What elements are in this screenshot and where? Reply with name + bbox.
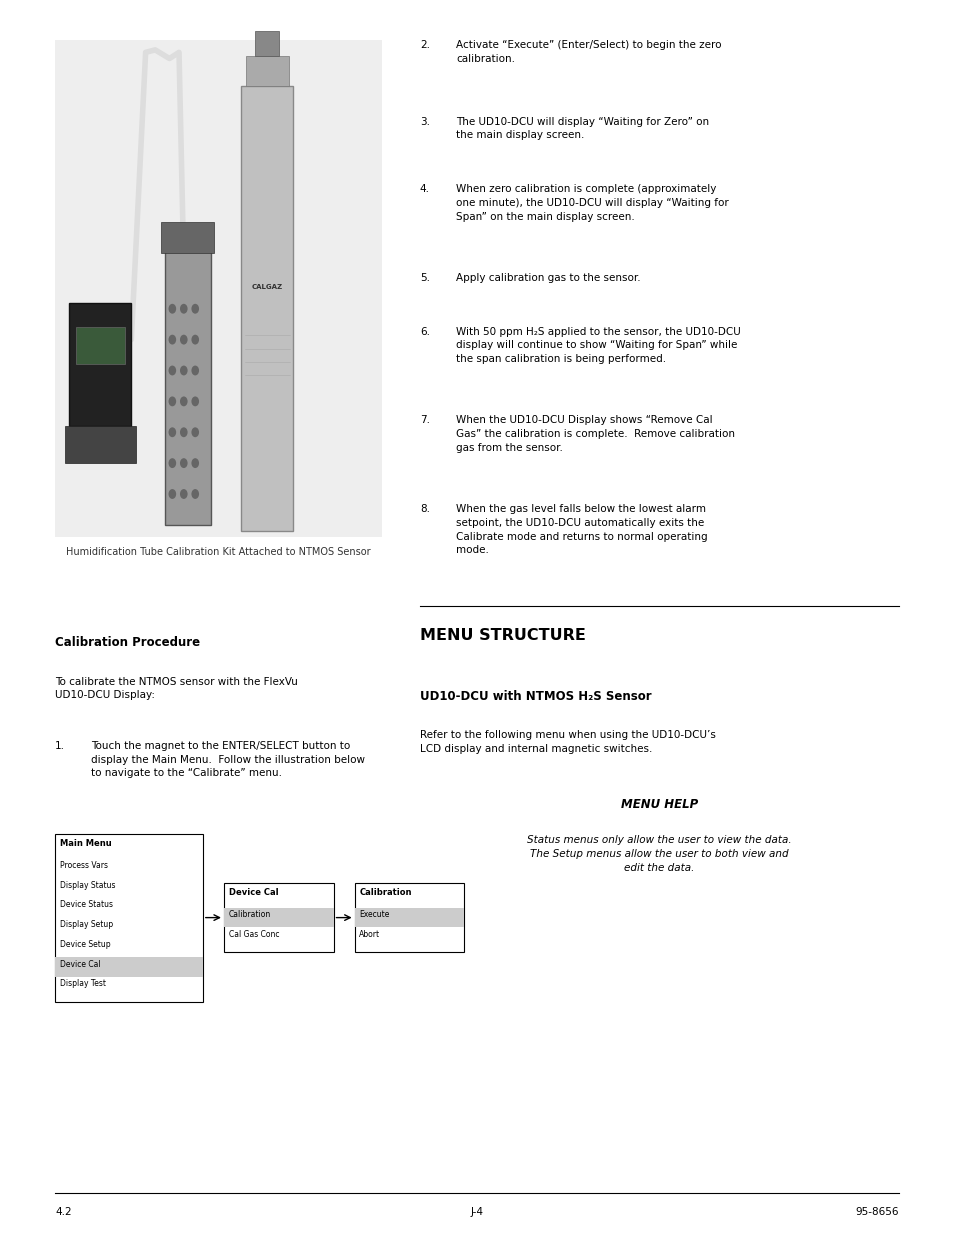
Bar: [165, 241, 211, 525]
Bar: [55, 957, 203, 977]
Circle shape: [180, 458, 188, 468]
Circle shape: [169, 366, 176, 375]
Circle shape: [192, 335, 199, 345]
Bar: [55, 40, 381, 537]
Circle shape: [169, 335, 176, 345]
Circle shape: [192, 396, 199, 406]
Circle shape: [192, 489, 199, 499]
Bar: [355, 908, 464, 927]
Text: Process Vars: Process Vars: [60, 861, 108, 869]
Circle shape: [180, 489, 188, 499]
Bar: [355, 883, 464, 952]
Text: Display Setup: Display Setup: [60, 920, 112, 929]
Text: Activate “Execute” (Enter/Select) to begin the zero
calibration.: Activate “Execute” (Enter/Select) to beg…: [456, 40, 720, 63]
Text: When zero calibration is complete (approximately
one minute), the UD10-DCU will : When zero calibration is complete (appro…: [456, 184, 728, 222]
Text: Device Status: Device Status: [60, 900, 112, 909]
Circle shape: [180, 366, 188, 375]
Bar: [65, 426, 136, 463]
Text: Status menus only allow the user to view the data.
The Setup menus allow the use: Status menus only allow the user to view…: [526, 835, 791, 873]
Bar: [241, 86, 294, 531]
Circle shape: [192, 366, 199, 375]
Circle shape: [180, 304, 188, 314]
Text: MENU STRUCTURE: MENU STRUCTURE: [419, 627, 585, 643]
Text: 2.: 2.: [419, 40, 429, 49]
Text: To calibrate the NTMOS sensor with the FlexVu
UD10-DCU Display:: To calibrate the NTMOS sensor with the F…: [55, 677, 297, 700]
Text: 4.: 4.: [419, 184, 429, 194]
Circle shape: [169, 458, 176, 468]
Text: When the UD10-DCU Display shows “Remove Cal
Gas” the calibration is complete.  R: When the UD10-DCU Display shows “Remove …: [456, 415, 734, 453]
Bar: [161, 222, 214, 253]
Bar: [255, 31, 279, 56]
Text: 4.2: 4.2: [55, 1208, 71, 1218]
Text: CALGAZ: CALGAZ: [252, 284, 283, 289]
Circle shape: [192, 304, 199, 314]
Bar: [55, 834, 203, 1002]
Text: The UD10-DCU will display “Waiting for Zero” on
the main display screen.: The UD10-DCU will display “Waiting for Z…: [456, 116, 708, 140]
Text: MENU HELP: MENU HELP: [620, 798, 698, 811]
Text: Refer to the following menu when using the UD10-DCU’s
LCD display and internal m: Refer to the following menu when using t…: [419, 730, 715, 753]
Text: Display Status: Display Status: [60, 881, 115, 889]
Text: Humidification Tube Calibration Kit Attached to NTMOS Sensor: Humidification Tube Calibration Kit Atta…: [66, 547, 370, 557]
Text: UD10-DCU with NTMOS H₂S Sensor: UD10-DCU with NTMOS H₂S Sensor: [419, 689, 651, 703]
Text: 95-8656: 95-8656: [855, 1208, 898, 1218]
Text: Calibration Procedure: Calibration Procedure: [55, 636, 200, 650]
Bar: [70, 303, 132, 426]
Text: Calibration: Calibration: [359, 888, 412, 897]
Text: Display Test: Display Test: [60, 979, 106, 988]
Text: With 50 ppm H₂S applied to the sensor, the UD10-DCU
display will continue to sho: With 50 ppm H₂S applied to the sensor, t…: [456, 326, 740, 364]
Text: 3.: 3.: [419, 116, 429, 126]
Circle shape: [169, 489, 176, 499]
Text: Main Menu: Main Menu: [60, 839, 112, 847]
Bar: [224, 883, 334, 952]
Bar: [224, 908, 334, 927]
Text: When the gas level falls below the lowest alarm
setpoint, the UD10-DCU automatic: When the gas level falls below the lowes…: [456, 504, 707, 556]
Circle shape: [192, 427, 199, 437]
Circle shape: [180, 335, 188, 345]
Circle shape: [180, 427, 188, 437]
Text: 6.: 6.: [419, 326, 429, 336]
Circle shape: [169, 427, 176, 437]
Text: Apply calibration gas to the sensor.: Apply calibration gas to the sensor.: [456, 273, 640, 283]
Text: Calibration: Calibration: [229, 910, 271, 919]
Text: 1.: 1.: [55, 741, 65, 751]
Text: Execute: Execute: [359, 910, 389, 919]
Text: Device Cal: Device Cal: [60, 960, 100, 968]
Text: Cal Gas Conc: Cal Gas Conc: [229, 930, 279, 939]
Bar: [246, 56, 289, 86]
Text: Touch the magnet to the ENTER/SELECT button to
display the Main Menu.  Follow th: Touch the magnet to the ENTER/SELECT but…: [91, 741, 365, 778]
Circle shape: [169, 396, 176, 406]
Circle shape: [192, 458, 199, 468]
Text: 7.: 7.: [419, 415, 429, 425]
Circle shape: [180, 396, 188, 406]
Text: J-4: J-4: [470, 1208, 483, 1218]
Text: Device Cal: Device Cal: [229, 888, 278, 897]
Text: Device Setup: Device Setup: [60, 940, 111, 948]
Text: 8.: 8.: [419, 504, 429, 514]
Circle shape: [169, 304, 176, 314]
Text: Abort: Abort: [359, 930, 380, 939]
Bar: [76, 327, 125, 364]
Text: 5.: 5.: [419, 273, 429, 283]
